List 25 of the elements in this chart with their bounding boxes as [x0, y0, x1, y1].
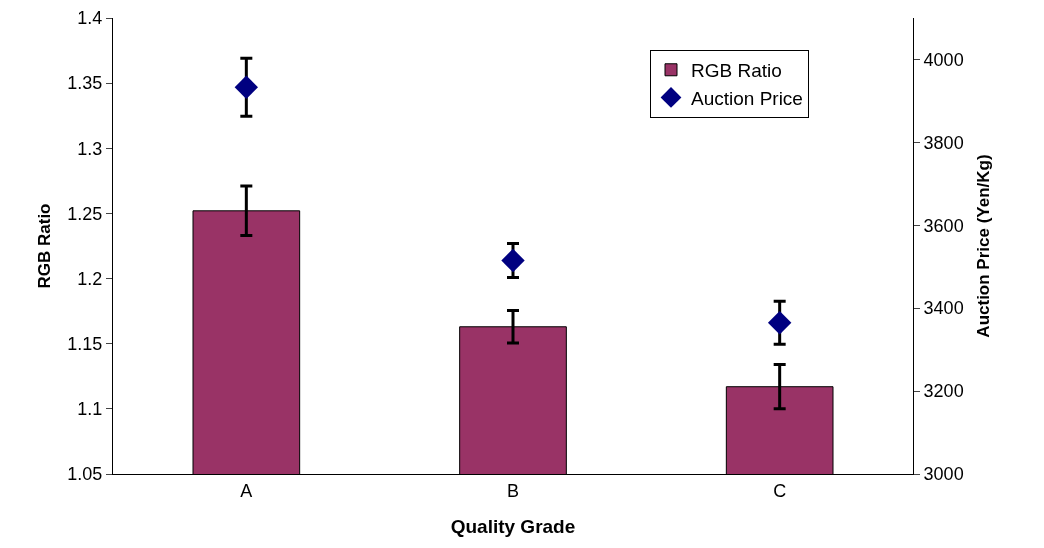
y2-tick-label: 3000: [923, 464, 964, 485]
y2-tick-label: 3600: [923, 215, 964, 236]
x-axis-title: Quality Grade: [450, 516, 576, 538]
y-tick-label: 1.05: [67, 464, 103, 485]
y-tick-label: 1.35: [67, 73, 103, 94]
point: [501, 248, 525, 273]
y-tick-label: 1.15: [67, 334, 103, 355]
x-tick-label: B: [506, 480, 520, 501]
y-axis-title: RGB Ratio: [34, 203, 54, 289]
y2-axis-title: Auction Price (Yen/Kg): [974, 154, 994, 338]
x-tick-label: A: [240, 480, 253, 501]
y-tick-label: 1.1: [77, 399, 103, 420]
legend-label: RGB Ratio: [691, 60, 782, 82]
y2-tick-label: 4000: [923, 49, 964, 70]
y2-tick-label: 3200: [923, 381, 964, 402]
y-tick-label: 1.2: [77, 268, 103, 289]
y-tick-label: 1.3: [77, 138, 103, 159]
legend-label: Auction Price: [691, 87, 803, 109]
y-tick-label: 1.4: [77, 8, 103, 29]
y-tick-label: 1.25: [67, 203, 103, 224]
point: [234, 75, 259, 99]
point: [767, 310, 792, 335]
y2-tick-label: 3400: [923, 298, 964, 319]
x-tick-label: C: [773, 480, 787, 501]
y2-tick-label: 3800: [923, 132, 964, 153]
